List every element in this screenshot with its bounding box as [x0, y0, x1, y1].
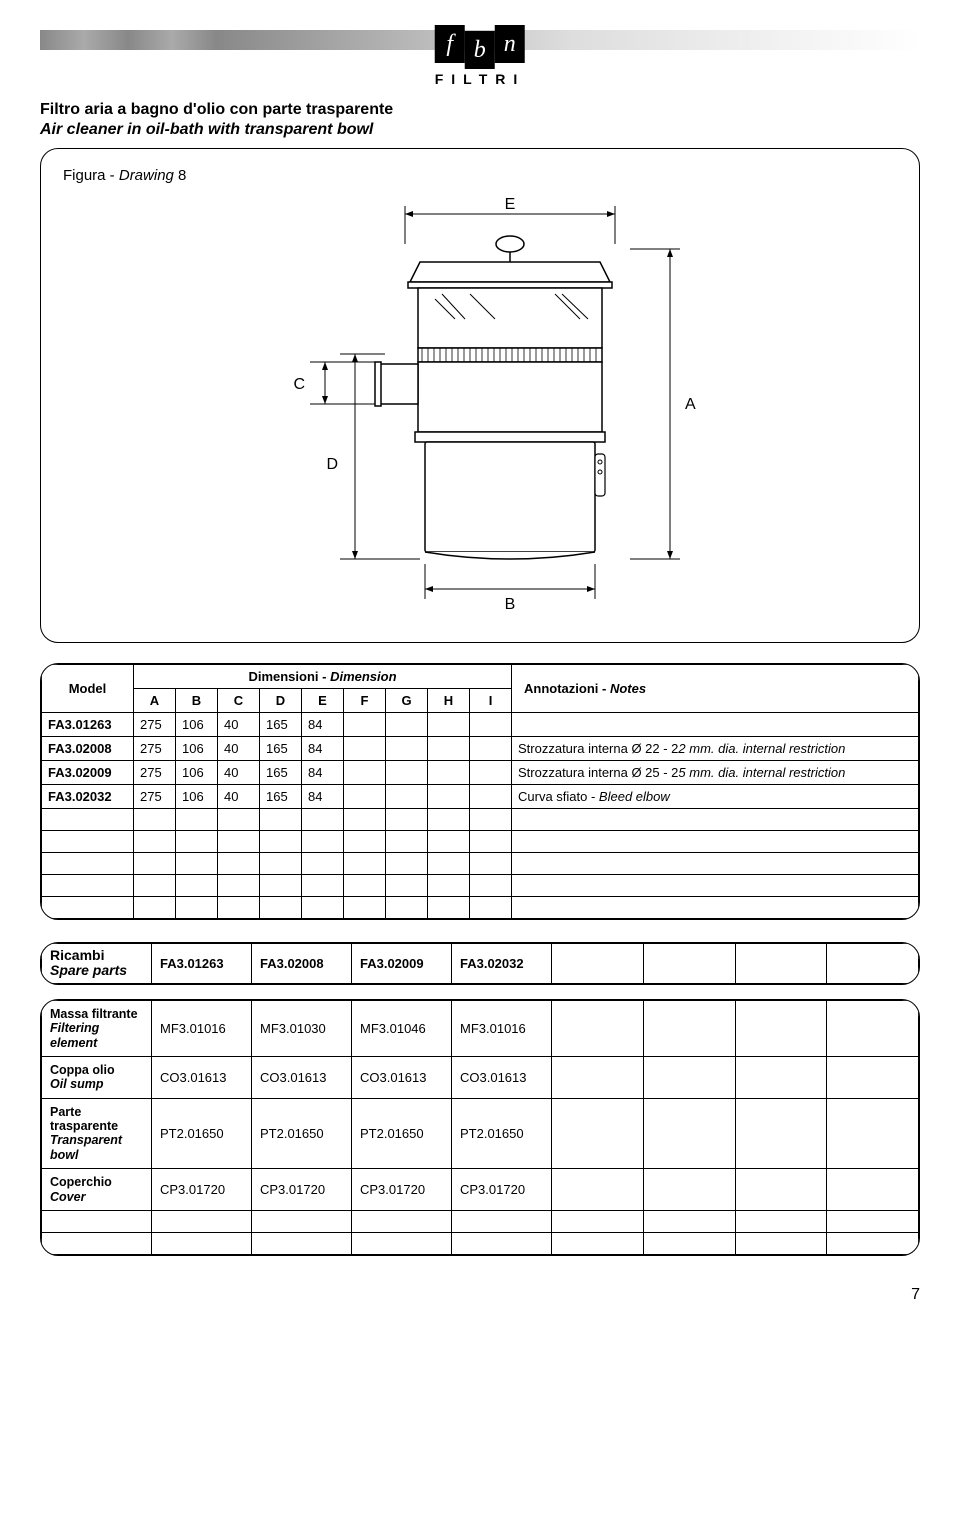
- table-row: Parte trasparenteTransparent bowlPT2.016…: [42, 1098, 919, 1169]
- dim-col-C: C: [218, 689, 260, 713]
- figure-label: Figura - Drawing 8: [63, 167, 897, 184]
- top-bar: f b n FILTRI: [40, 30, 920, 50]
- title-line-2: Air cleaner in oil-bath with transparent…: [40, 120, 920, 140]
- header-notes: Annotazioni - Notes: [512, 665, 919, 713]
- table-row: FA3.020092751064016584Strozzatura intern…: [42, 761, 919, 785]
- logo-letter-b: b: [465, 31, 495, 69]
- title-line-1: Filtro aria a bagno d'olio con parte tra…: [40, 100, 920, 120]
- dim-col-H: H: [428, 689, 470, 713]
- ricambi-label: RicambiSpare parts: [42, 944, 152, 984]
- table-row: Coppa olioOil sumpCO3.01613CO3.01613CO3.…: [42, 1056, 919, 1098]
- logo-letter-n: n: [495, 25, 525, 63]
- svg-text:B: B: [505, 596, 516, 613]
- svg-text:C: C: [293, 376, 305, 393]
- ricambi-panel: RicambiSpare parts FA3.01263 FA3.02008 F…: [40, 942, 920, 985]
- diagram: E A C D: [63, 194, 897, 624]
- page-number: 7: [40, 1286, 920, 1304]
- dim-col-G: G: [386, 689, 428, 713]
- table-row: FA3.020322751064016584Curva sfiato - Ble…: [42, 785, 919, 809]
- table-row: FA3.020082751064016584Strozzatura intern…: [42, 737, 919, 761]
- table-row: [42, 853, 919, 875]
- figure-panel: Figura - Drawing 8 E A C: [40, 148, 920, 643]
- dimensions-table-panel: Model Dimensioni - Dimension Annotazioni…: [40, 663, 920, 920]
- ricambi-table: RicambiSpare parts FA3.01263 FA3.02008 F…: [41, 943, 919, 984]
- logo: f b n FILTRI: [435, 25, 526, 87]
- table-row: [42, 897, 919, 919]
- dim-col-F: F: [344, 689, 386, 713]
- dim-col-B: B: [176, 689, 218, 713]
- dimensions-table: Model Dimensioni - Dimension Annotazioni…: [41, 664, 919, 919]
- header-model: Model: [42, 665, 134, 713]
- table-row: Massa filtranteFiltering elementMF3.0101…: [42, 1000, 919, 1056]
- ricambi-model-2: FA3.02009: [352, 944, 452, 984]
- ricambi-model-1: FA3.02008: [252, 944, 352, 984]
- ricambi-model-0: FA3.01263: [152, 944, 252, 984]
- table-row: [42, 809, 919, 831]
- table-row: [42, 831, 919, 853]
- dim-col-D: D: [260, 689, 302, 713]
- dim-col-E: E: [302, 689, 344, 713]
- header-dimensions: Dimensioni - Dimension: [134, 665, 512, 689]
- filter-drawing-svg: E A C D: [210, 194, 750, 624]
- parts-panel: Massa filtranteFiltering elementMF3.0101…: [40, 999, 920, 1256]
- table-row: FA3.012632751064016584: [42, 713, 919, 737]
- logo-subtitle: FILTRI: [435, 71, 526, 87]
- title-block: Filtro aria a bagno d'olio con parte tra…: [40, 100, 920, 140]
- ricambi-model-3: FA3.02032: [452, 944, 552, 984]
- table-row: CoperchioCoverCP3.01720CP3.01720CP3.0172…: [42, 1169, 919, 1211]
- parts-table: Massa filtranteFiltering elementMF3.0101…: [41, 1000, 919, 1255]
- table-row: [42, 1232, 919, 1254]
- logo-letter-f: f: [435, 25, 465, 63]
- svg-text:D: D: [326, 456, 338, 473]
- table-row: [42, 875, 919, 897]
- dim-col-A: A: [134, 689, 176, 713]
- dim-col-I: I: [470, 689, 512, 713]
- svg-text:E: E: [505, 196, 516, 213]
- table-row: [42, 1210, 919, 1232]
- svg-text:A: A: [685, 396, 696, 413]
